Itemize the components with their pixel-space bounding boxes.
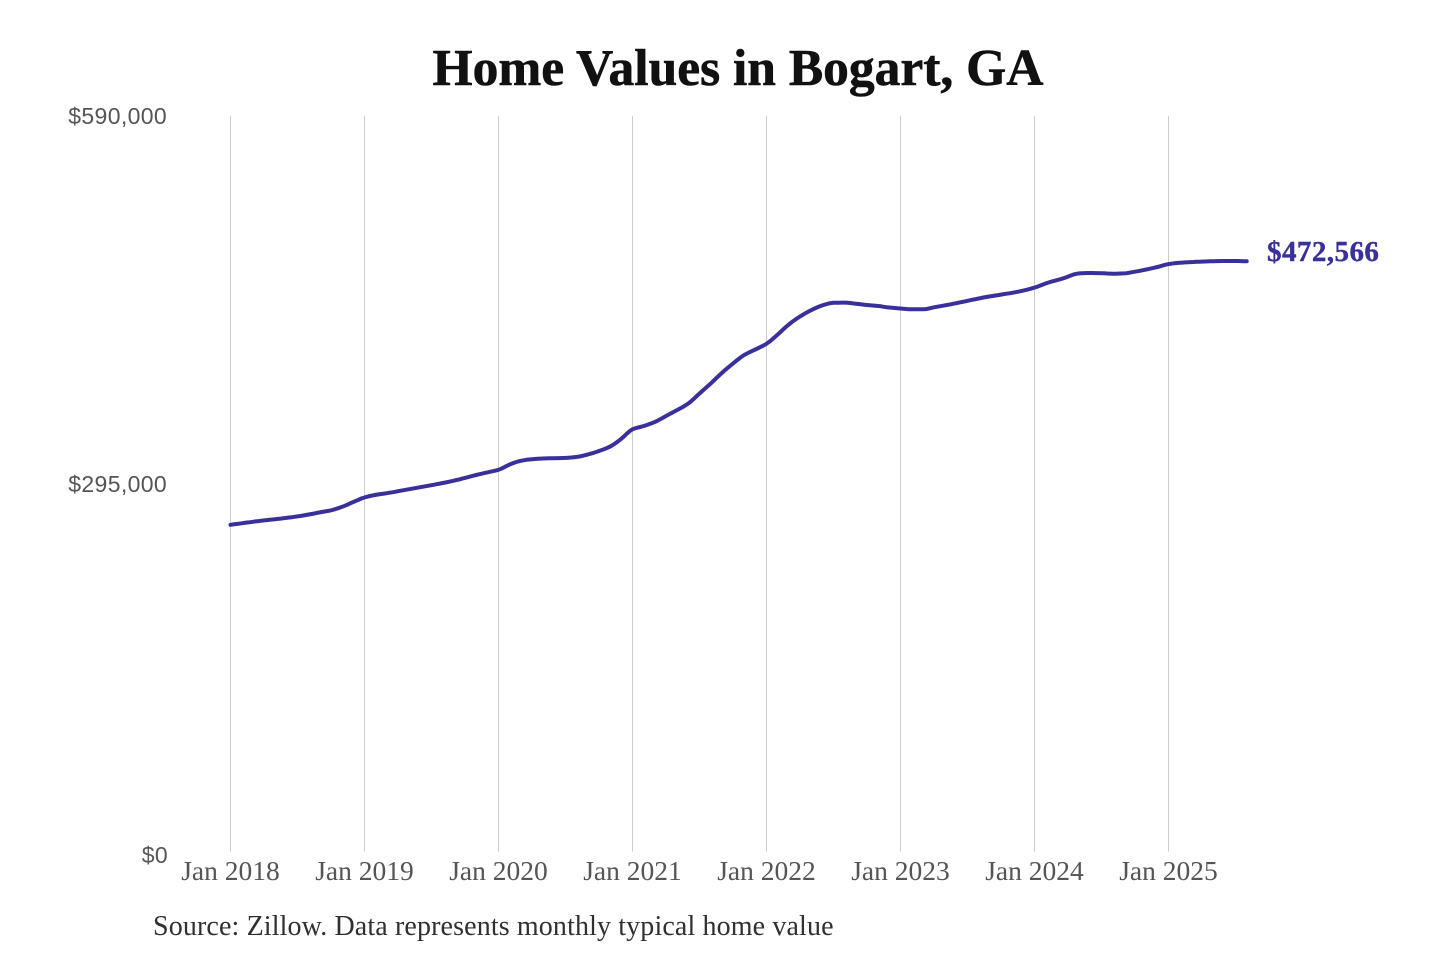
svg-text:$0: $0 <box>142 842 168 868</box>
svg-text:Source: Zillow. Data represent: Source: Zillow. Data represents monthly … <box>153 911 834 942</box>
svg-text:Jan 2025: Jan 2025 <box>1119 855 1218 886</box>
svg-text:$295,000: $295,000 <box>68 471 167 497</box>
svg-text:Home Values in Bogart, GA: Home Values in Bogart, GA <box>433 40 1044 97</box>
svg-text:Jan 2021: Jan 2021 <box>583 855 682 886</box>
svg-text:Jan 2022: Jan 2022 <box>717 855 816 886</box>
svg-text:$472,566: $472,566 <box>1267 236 1379 268</box>
svg-text:Jan 2019: Jan 2019 <box>315 855 414 886</box>
svg-text:Jan 2024: Jan 2024 <box>985 855 1084 886</box>
svg-text:Jan 2020: Jan 2020 <box>449 855 548 886</box>
svg-text:$590,000: $590,000 <box>68 103 167 129</box>
svg-text:Jan 2018: Jan 2018 <box>181 855 280 886</box>
svg-text:Jan 2023: Jan 2023 <box>851 855 950 886</box>
